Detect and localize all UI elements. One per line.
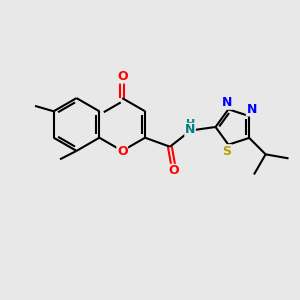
Text: O: O <box>117 145 128 158</box>
Text: N: N <box>185 123 195 136</box>
Text: S: S <box>222 145 231 158</box>
Text: O: O <box>168 164 179 177</box>
Text: H: H <box>186 118 195 129</box>
Text: N: N <box>222 96 232 109</box>
Text: N: N <box>246 103 257 116</box>
Text: O: O <box>117 70 128 83</box>
